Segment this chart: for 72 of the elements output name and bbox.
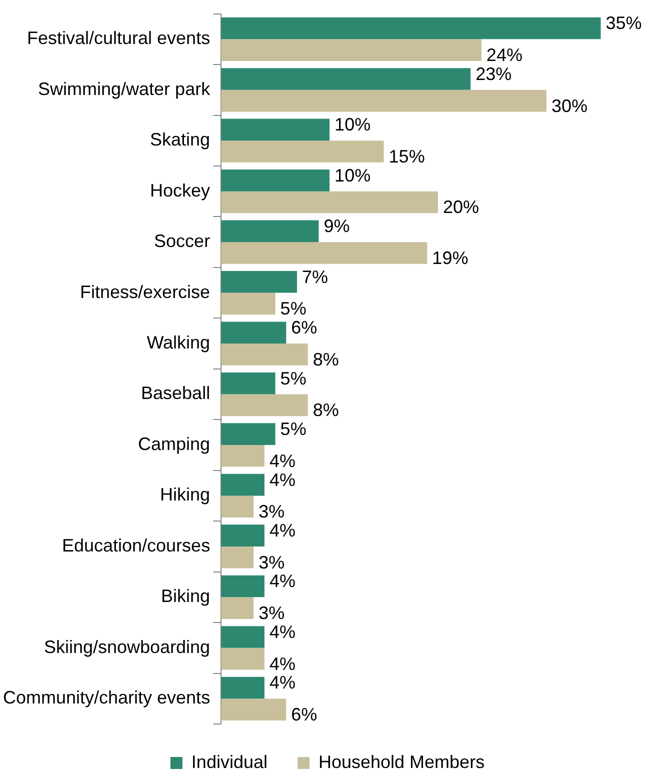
data-label: 4% [269,571,296,592]
y-tick-label: Baseball [141,383,210,404]
bar [221,270,298,293]
bar [221,118,330,141]
legend-label: Individual [191,752,268,772]
y-tick-label: Swimming/water park [38,78,212,99]
bar [221,292,276,315]
bar [221,626,264,648]
bar [221,648,264,670]
y-tick-label: Skiing/snowboarding [44,636,210,657]
data-label: 4% [269,654,296,674]
data-label: 3% [258,552,285,572]
data-label: 15% [388,146,425,166]
data-label: 4% [269,520,296,541]
bar [221,344,308,366]
bar [221,524,264,546]
data-label: 3% [258,502,285,522]
data-label: 23% [476,64,512,84]
y-tick-label: Biking [161,586,210,606]
y-tick-label: Camping [138,434,210,454]
data-label: 35% [606,13,642,34]
data-label: 19% [432,248,468,268]
data-label: 4% [269,622,296,642]
bar [221,220,319,242]
bar [221,170,330,192]
data-label: 24% [486,45,522,66]
data-label: 9% [324,216,350,236]
data-label: 6% [291,318,318,338]
bar [221,444,264,467]
bar [221,68,471,90]
data-label: 5% [280,368,306,388]
y-tick-label: Soccer [154,231,210,252]
y-tick-label: Hockey [150,180,210,200]
data-label: 30% [552,96,588,116]
data-label: 7% [302,266,328,287]
bar [221,575,264,598]
data-label: 10% [334,165,371,186]
legend-label: Household Members [318,752,485,772]
y-tick-label: Community/charity events [2,688,210,708]
data-label: 10% [334,114,371,135]
data-label: 6% [291,704,318,725]
bar [221,423,276,445]
data-label: 4% [269,450,296,471]
y-tick-label: Hiking [160,484,210,505]
bar [221,698,286,720]
bar [221,322,286,344]
y-tick-label: Festival/cultural events [26,28,210,48]
y-tick-label: Walking [146,332,210,353]
bar [221,17,601,40]
data-label: 3% [258,603,285,624]
bar [221,546,254,568]
data-label: 8% [312,400,339,420]
bar [221,597,254,619]
bar [221,191,438,214]
data-label: 5% [280,298,306,319]
bar [221,372,276,394]
y-tick-label: Fitness/exercise [80,282,210,302]
bar [221,242,428,264]
bar [221,496,254,518]
y-tick-label: Skating [150,130,210,150]
bar [221,474,264,496]
bar [221,140,384,162]
data-label: 20% [443,197,480,218]
data-label: 4% [269,470,296,490]
bar [221,676,264,699]
data-label: 5% [280,419,306,440]
bar [221,394,308,416]
bar [221,90,547,112]
bar [221,39,482,61]
y-tick-label: Education/courses [62,535,210,556]
data-label: 8% [312,349,339,370]
data-label: 4% [269,672,296,693]
